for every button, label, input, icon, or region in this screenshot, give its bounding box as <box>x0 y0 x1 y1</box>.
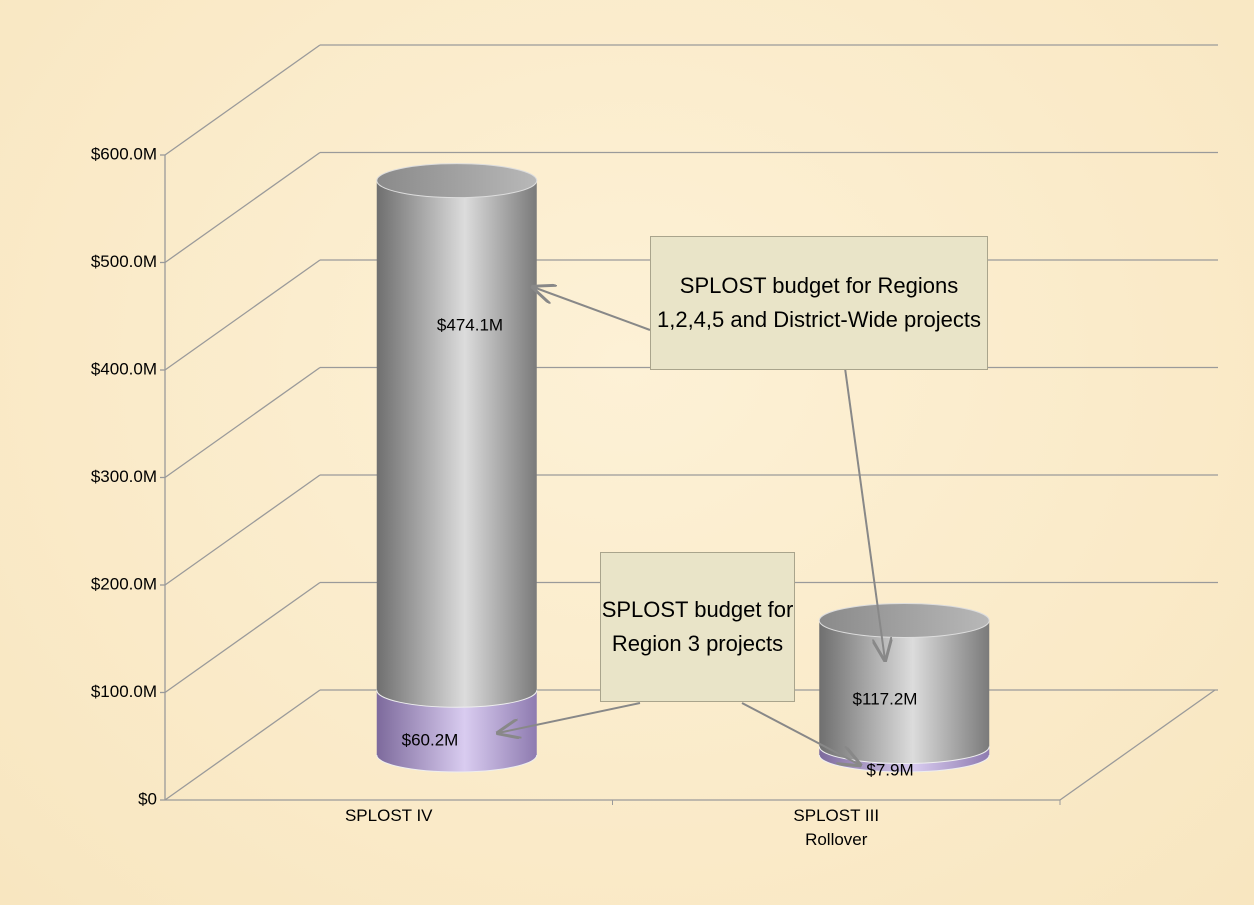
grid-line <box>164 474 321 586</box>
y-tick-label: $0 <box>138 789 157 808</box>
value-label: $117.2M <box>853 689 918 708</box>
x-tick-label: SPLOST III Rollover <box>793 806 880 849</box>
value-label: $60.2M <box>402 730 459 749</box>
axis-line <box>1059 689 1216 801</box>
annotation: SPLOST budget for Regions 1,2,4,5 and Di… <box>650 236 988 370</box>
grid-line <box>164 151 321 264</box>
grid-line <box>164 689 321 801</box>
value-label: $7.9M <box>866 760 913 779</box>
arrow <box>844 367 885 660</box>
y-tick-label: $600.0M <box>91 144 157 163</box>
grid-line <box>164 259 321 371</box>
cylinder-body <box>376 180 537 691</box>
x-tick-label: SPLOST IV <box>344 806 433 825</box>
bars: $60.2M $7.9M $474.1M $117.2M <box>376 163 990 779</box>
cylinder-body <box>819 620 990 747</box>
y-tick-label: $500.0M <box>91 252 157 271</box>
grid-line <box>164 366 321 479</box>
grid: $0 $100.0M $200.0M $300.0M $400.0M $500.0M $60… <box>91 44 1218 808</box>
arrows <box>498 287 885 765</box>
grid-line <box>164 581 321 694</box>
value-label: $474.1M <box>437 315 503 334</box>
arrow <box>741 702 860 765</box>
arrow <box>498 702 641 733</box>
y-tick-label: $400.0M <box>91 359 157 378</box>
grid-line <box>164 44 321 156</box>
annotation: SPLOST budget for Region 3 projects <box>600 552 795 702</box>
cylinder-top <box>818 603 990 639</box>
arrow <box>533 287 651 331</box>
y-tick-label: $300.0M <box>91 467 157 486</box>
cylinder-top <box>376 163 538 199</box>
y-tick-label: $100.0M <box>91 682 157 701</box>
y-tick-label: $200.0M <box>91 574 157 593</box>
